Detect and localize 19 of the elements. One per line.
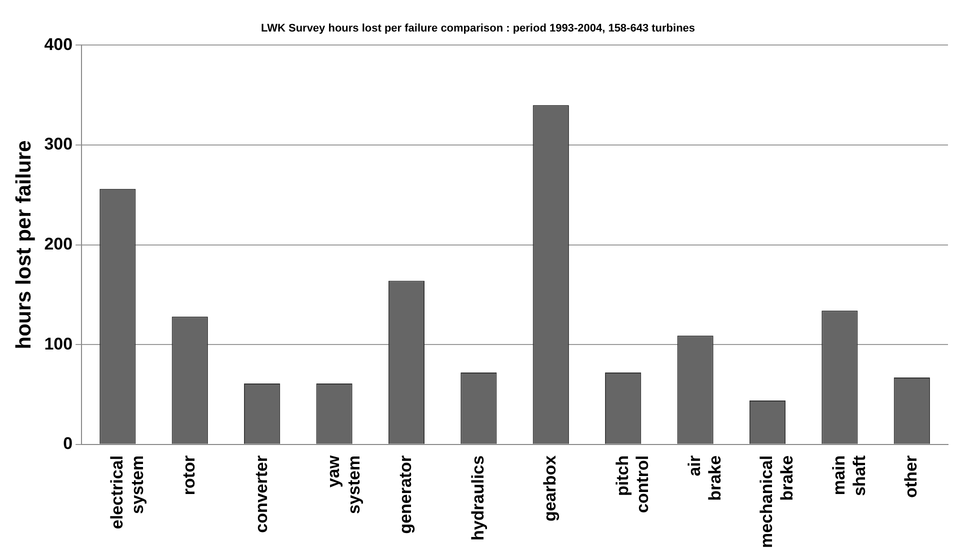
x-tick-label: hydraulics [468, 455, 488, 540]
x-tick-label: gearbox [540, 454, 560, 522]
y-tick-label: 400 [44, 34, 73, 54]
x-tick-label: converter [252, 455, 271, 533]
x-tick-label: electrical system [107, 455, 147, 530]
y-tick-label: 300 [44, 134, 73, 154]
x-tick-label: rotor [180, 455, 199, 496]
x-tick-label: generator [396, 455, 416, 534]
y-axis-title: hours lost per failure [12, 140, 36, 350]
x-tick-label: yaw system [324, 454, 364, 514]
x-tick-label: mechanical brake [757, 455, 797, 548]
x-tick-label: other [902, 455, 921, 498]
y-tick-label: 0 [63, 434, 73, 454]
chart-title: LWK Survey hours lost per failure comparison : period 1993-2004, 158-643 turbines [260, 22, 696, 35]
y-tick-label: 200 [44, 234, 73, 254]
x-tick-label: pitch control [612, 455, 652, 514]
x-tick-label: air brake [684, 455, 724, 501]
x-tick-label: main shaft [829, 455, 869, 496]
y-tick-label: 100 [44, 334, 73, 354]
